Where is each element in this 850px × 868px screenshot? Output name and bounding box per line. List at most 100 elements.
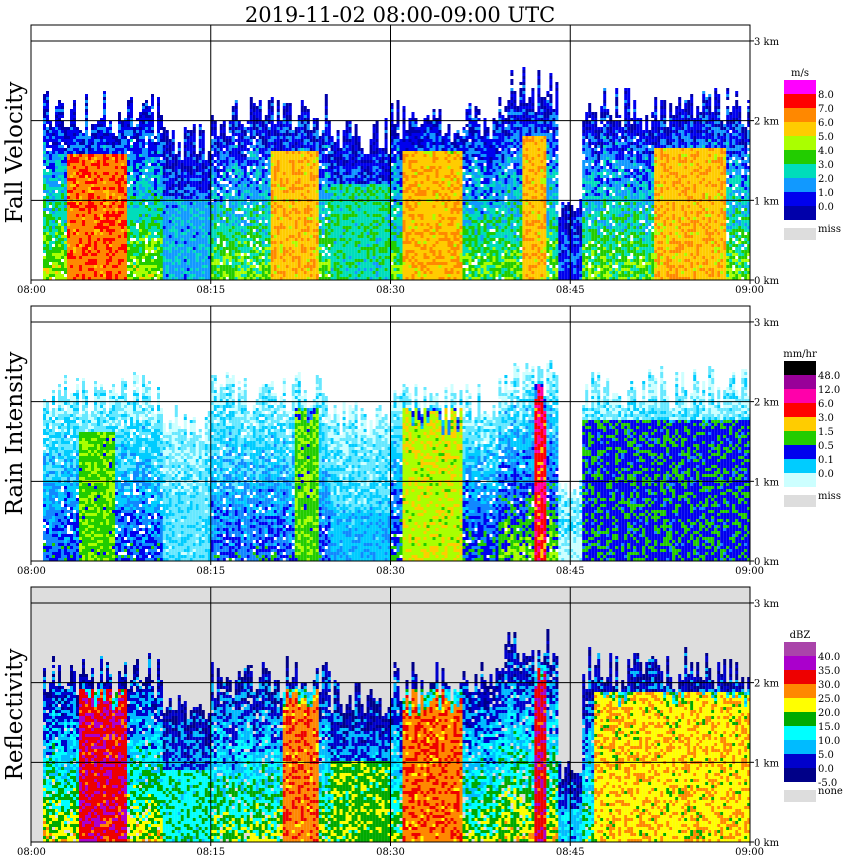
echo-cell [288, 181, 292, 184]
echo-cell [261, 217, 265, 220]
echo-cell [121, 220, 124, 223]
echo-cell [177, 217, 181, 220]
echo-cell [151, 133, 154, 136]
echo-cell [85, 202, 88, 205]
echo-cell [168, 166, 172, 169]
echo-cell [79, 268, 82, 271]
echo-cell [168, 148, 172, 151]
echo-cell [67, 130, 70, 133]
echo-cell [273, 253, 277, 256]
echo-cell [288, 193, 292, 196]
echo-cell [109, 259, 112, 262]
echo-cell [312, 202, 316, 205]
echo-cell [76, 211, 79, 214]
echo-cell [64, 175, 67, 178]
echo-cell [273, 277, 277, 280]
echo-cell [300, 190, 304, 193]
echo-cell [154, 250, 157, 253]
echo-cell [228, 205, 232, 208]
echo-cell [174, 229, 178, 232]
echo-cell [237, 139, 241, 142]
echo-cell [324, 118, 328, 121]
echo-cell [318, 259, 322, 262]
echo-cell [61, 202, 64, 205]
echo-cell [183, 226, 187, 229]
echo-cell [97, 265, 100, 268]
echo-cell [165, 241, 169, 244]
echo-cell [46, 139, 49, 142]
echo-cell [246, 193, 250, 196]
echo-cell [324, 100, 328, 103]
echo-cell [276, 274, 280, 277]
echo-cell [162, 217, 166, 220]
echo-cell [139, 124, 142, 127]
echo-cell [261, 139, 265, 142]
echo-cell [288, 166, 292, 169]
echo-cell [115, 274, 118, 277]
echo-cell [195, 184, 199, 187]
echo-cell [231, 124, 235, 127]
echo-cell [94, 274, 97, 277]
echo-cell [300, 142, 304, 145]
echo-cell [171, 193, 175, 196]
echo-cell [288, 247, 292, 250]
echo-cell [148, 241, 151, 244]
echo-cell [327, 229, 331, 232]
echo-cell [46, 202, 49, 205]
echo-cell [222, 235, 226, 238]
echo-cell [55, 142, 58, 145]
echo-cell [127, 229, 130, 232]
echo-cell [118, 229, 121, 232]
echo-cell [261, 193, 265, 196]
echo-cell [61, 262, 64, 265]
echo-cell [315, 268, 319, 271]
echo-cell [148, 226, 151, 229]
echo-cell [324, 97, 328, 100]
echo-cell [58, 100, 61, 103]
echo-cell [61, 127, 64, 130]
echo-cell [139, 139, 142, 142]
echo-cell [127, 142, 130, 145]
echo-cell [171, 235, 175, 238]
echo-cell [109, 247, 112, 250]
echo-cell [300, 145, 304, 148]
echo-cell [324, 94, 328, 97]
echo-cell [67, 259, 70, 262]
echo-cell [136, 130, 139, 133]
echo-cell [79, 178, 82, 181]
echo-cell [100, 181, 103, 184]
echo-cell [115, 151, 118, 154]
echo-cell [276, 262, 280, 265]
echo-cell [43, 163, 46, 166]
echo-cell [165, 133, 169, 136]
echo-cell [321, 139, 325, 142]
echo-cell [76, 178, 79, 181]
echo-cell [43, 100, 46, 103]
echo-cell [142, 151, 145, 154]
echo-cell [276, 223, 280, 226]
echo-cell [109, 238, 112, 241]
echo-cell [327, 136, 331, 139]
echo-cell [204, 163, 208, 166]
echo-cell [288, 142, 292, 145]
echo-cell [312, 139, 316, 142]
echo-cell [142, 262, 145, 265]
echo-cell [160, 175, 163, 178]
echo-cell [46, 103, 49, 106]
echo-cell [73, 259, 76, 262]
echo-cell [103, 187, 106, 190]
echo-cell [157, 145, 160, 148]
echo-cell [124, 253, 127, 256]
echo-cell [249, 115, 253, 118]
echo-cell [67, 211, 70, 214]
echo-cell [136, 268, 139, 271]
echo-cell [148, 208, 151, 211]
echo-cell [258, 142, 262, 145]
echo-cell [273, 211, 277, 214]
echo-cell [240, 271, 244, 274]
echo-cell [139, 253, 142, 256]
echo-cell [70, 253, 73, 256]
echo-cell [234, 229, 238, 232]
echo-cell [115, 214, 118, 217]
echo-cell [103, 244, 106, 247]
